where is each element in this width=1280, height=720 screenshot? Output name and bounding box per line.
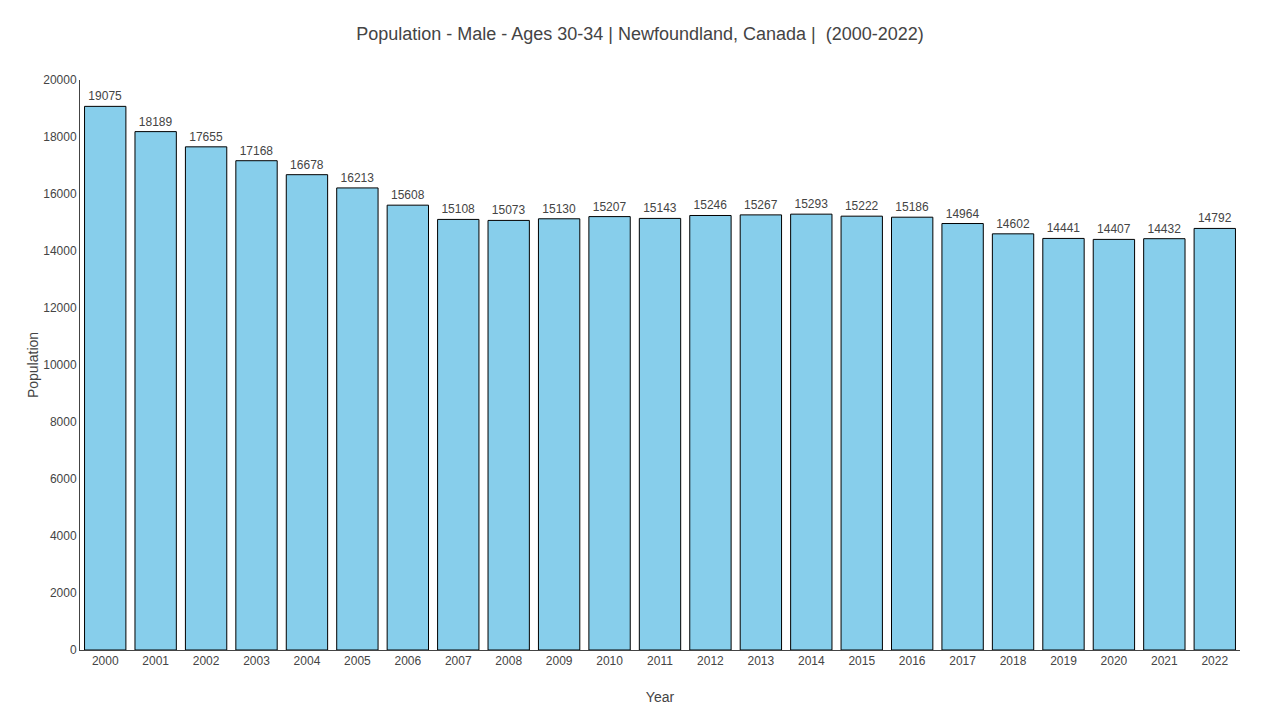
svg-text:12000: 12000	[43, 301, 77, 315]
svg-text:2000: 2000	[50, 586, 77, 600]
svg-text:16213: 16213	[341, 171, 375, 185]
svg-text:2003: 2003	[243, 654, 270, 668]
svg-text:20000: 20000	[43, 73, 77, 87]
svg-text:10000: 10000	[43, 358, 77, 372]
svg-text:17168: 17168	[240, 144, 274, 158]
svg-text:4000: 4000	[50, 529, 77, 543]
svg-text:2020: 2020	[1101, 654, 1128, 668]
svg-text:2001: 2001	[142, 654, 169, 668]
svg-text:2022: 2022	[1201, 654, 1228, 668]
svg-text:15267: 15267	[744, 198, 778, 212]
svg-text:14441: 14441	[1047, 221, 1081, 235]
svg-text:Population - Male - Ages 30-34: Population - Male - Ages 30-34 | Newfoun…	[356, 24, 924, 44]
svg-text:18189: 18189	[139, 115, 173, 129]
svg-text:15108: 15108	[441, 202, 475, 216]
svg-text:2008: 2008	[495, 654, 522, 668]
svg-text:15207: 15207	[593, 200, 627, 214]
svg-text:15130: 15130	[542, 202, 576, 216]
svg-text:19075: 19075	[88, 89, 122, 103]
svg-text:2017: 2017	[949, 654, 976, 668]
svg-text:15293: 15293	[794, 197, 828, 211]
svg-text:Population: Population	[25, 332, 41, 398]
svg-text:2009: 2009	[546, 654, 573, 668]
svg-text:2006: 2006	[394, 654, 421, 668]
svg-text:2010: 2010	[596, 654, 623, 668]
svg-text:16000: 16000	[43, 187, 77, 201]
svg-text:15608: 15608	[391, 188, 425, 202]
svg-text:2013: 2013	[748, 654, 775, 668]
svg-text:2005: 2005	[344, 654, 371, 668]
svg-text:0: 0	[70, 643, 77, 657]
svg-text:2015: 2015	[848, 654, 875, 668]
svg-text:18000: 18000	[43, 130, 77, 144]
svg-text:14964: 14964	[946, 207, 980, 221]
svg-text:2012: 2012	[697, 654, 724, 668]
svg-text:6000: 6000	[50, 472, 77, 486]
svg-text:2004: 2004	[294, 654, 321, 668]
svg-text:2000: 2000	[92, 654, 119, 668]
svg-text:15073: 15073	[492, 203, 526, 217]
svg-text:2016: 2016	[899, 654, 926, 668]
svg-text:14602: 14602	[996, 217, 1030, 231]
svg-text:2011: 2011	[647, 654, 673, 668]
svg-text:Year: Year	[646, 689, 675, 705]
svg-text:14432: 14432	[1148, 222, 1182, 236]
svg-text:2014: 2014	[798, 654, 825, 668]
svg-text:17655: 17655	[189, 130, 223, 144]
svg-text:14407: 14407	[1097, 222, 1131, 236]
svg-text:2021: 2021	[1151, 654, 1178, 668]
svg-text:14792: 14792	[1198, 211, 1232, 225]
svg-text:15186: 15186	[895, 200, 929, 214]
svg-text:2019: 2019	[1050, 654, 1077, 668]
svg-text:15246: 15246	[694, 198, 728, 212]
svg-text:2018: 2018	[1000, 654, 1027, 668]
svg-text:15143: 15143	[643, 201, 677, 215]
svg-text:2002: 2002	[193, 654, 220, 668]
svg-text:14000: 14000	[43, 244, 77, 258]
svg-text:15222: 15222	[845, 199, 879, 213]
svg-text:16678: 16678	[290, 158, 324, 172]
svg-text:2007: 2007	[445, 654, 472, 668]
svg-text:8000: 8000	[50, 415, 77, 429]
